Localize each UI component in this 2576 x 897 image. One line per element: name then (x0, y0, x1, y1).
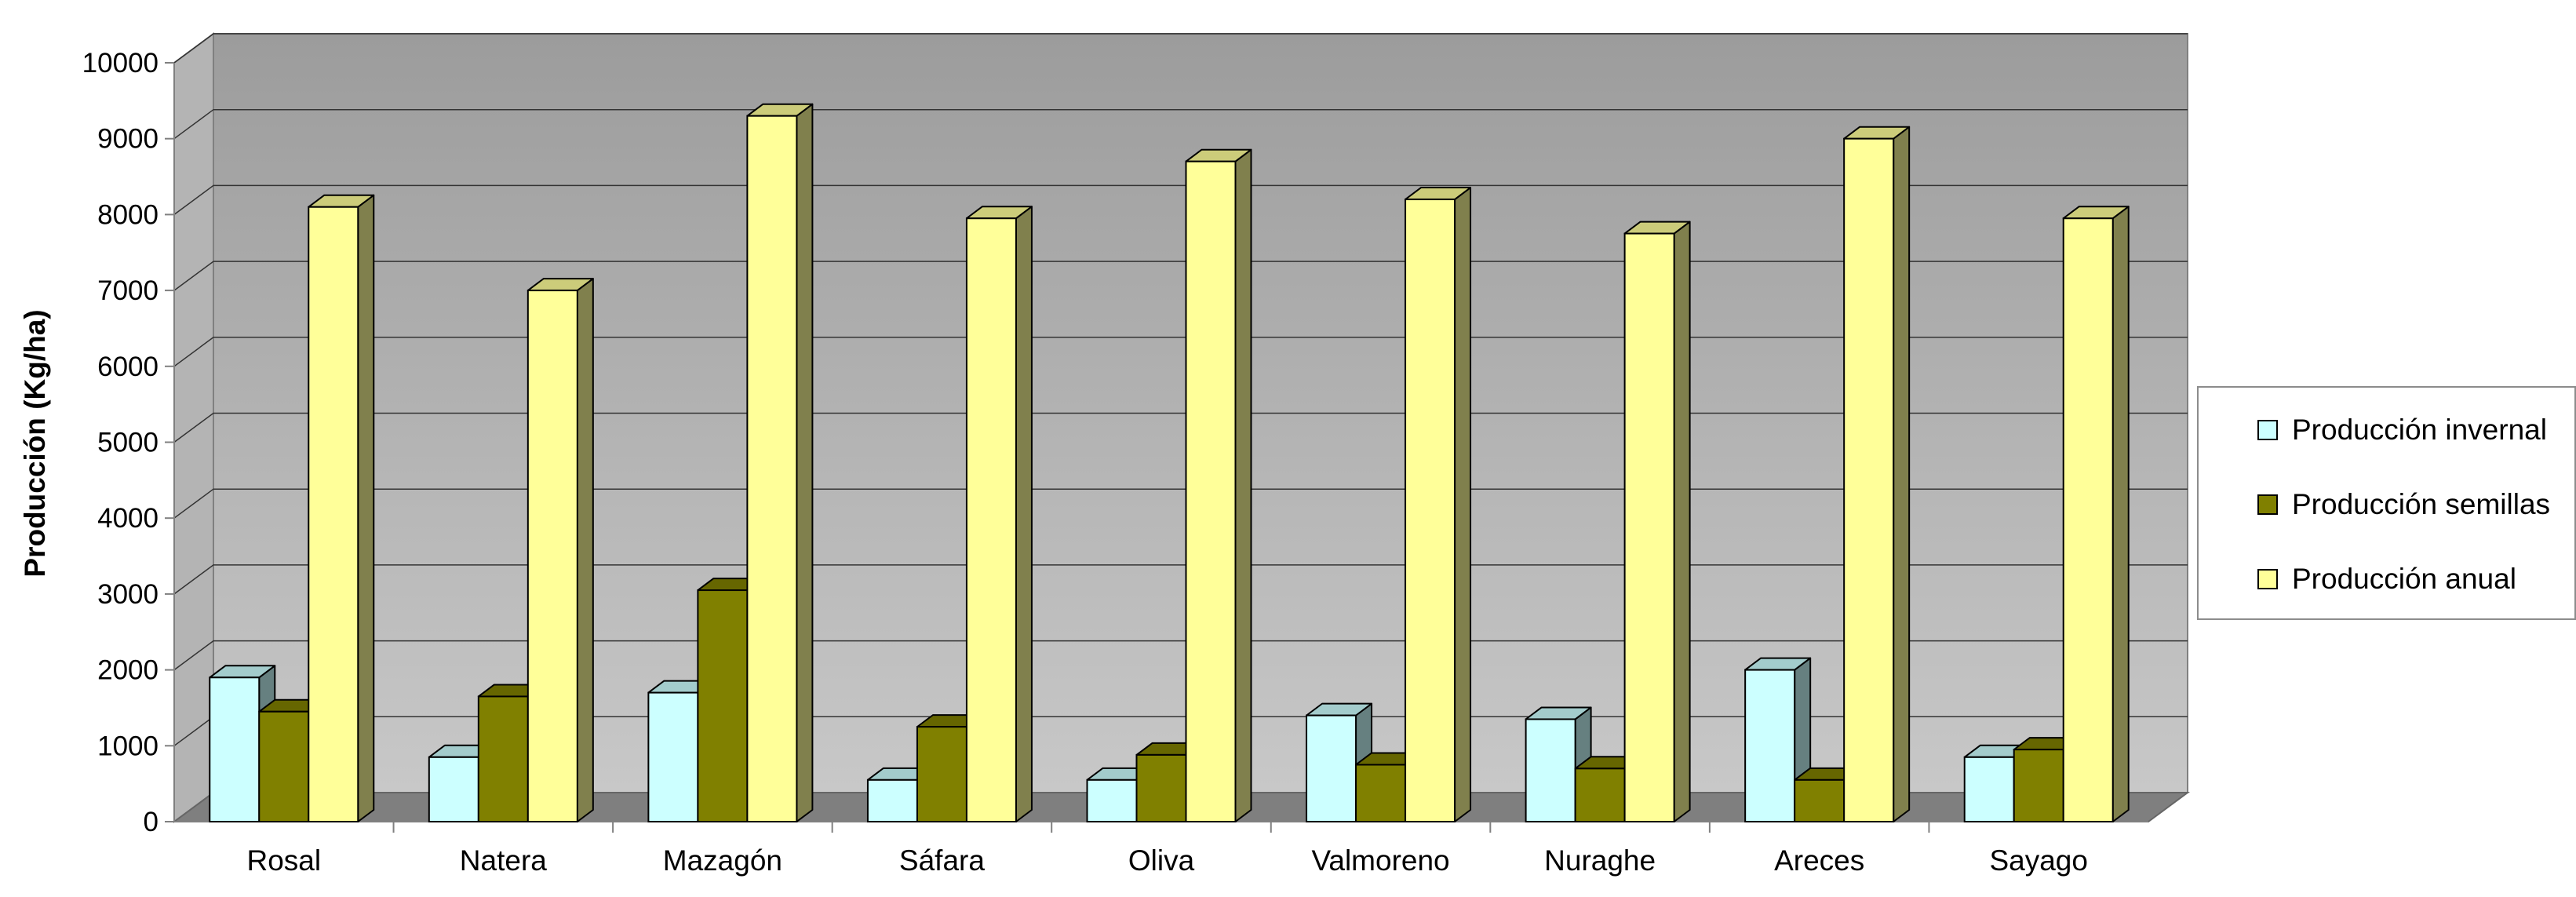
gridline (173, 412, 2188, 443)
legend-swatch (2257, 420, 2278, 440)
y-tick-label: 0 (144, 807, 158, 837)
gridline (173, 337, 2188, 367)
y-tick-label: 2000 (97, 655, 158, 686)
bar (308, 194, 375, 823)
legend: Producción invernal Producción semillas Pr… (2197, 386, 2576, 620)
y-tick-label: 5000 (97, 428, 158, 458)
y-tick-label: 9000 (97, 124, 158, 155)
y-tick-label: 8000 (97, 199, 158, 230)
category-label: Sayago (1989, 844, 2088, 877)
category-label: Valmoreno (1311, 844, 1449, 877)
legend-label: Producción invernal (2292, 414, 2547, 446)
legend-item: Producción anual (2257, 563, 2516, 595)
bar (1623, 221, 1691, 822)
y-tick-label: 1000 (97, 731, 158, 761)
category-label: Areces (1774, 844, 1864, 877)
gridline (173, 640, 2188, 671)
gridline (173, 488, 2188, 519)
y-tick-label: 7000 (97, 275, 158, 306)
category-label: Oliva (1128, 844, 1195, 877)
y-tick-label: 6000 (97, 352, 158, 382)
bar (526, 278, 594, 823)
category-label: Natera (460, 844, 547, 877)
category-label: Mazagón (663, 844, 782, 877)
bar (2062, 206, 2130, 822)
x-tick-labels: Rosal Natera Mazagón Sáfara Oliva Valmoreno Nu… (246, 844, 2087, 877)
bar (965, 206, 1033, 822)
y-tick-label: 10000 (82, 48, 158, 78)
y-tick-label: 3000 (97, 579, 158, 610)
bar (1843, 126, 1911, 822)
category-label: Rosal (246, 844, 321, 877)
gridline (173, 33, 2188, 64)
category-label: Sáfara (899, 844, 985, 877)
legend-label: Producción semillas (2292, 488, 2551, 520)
legend-label: Producción anual (2292, 563, 2516, 595)
gridline (173, 261, 2188, 291)
category-label: Nuraghe (1544, 844, 1656, 877)
legend-item: Producción invernal (2257, 414, 2547, 446)
legend-item: Producción semillas (2257, 488, 2551, 520)
legend-swatch (2257, 494, 2278, 515)
bar (746, 103, 814, 822)
legend-swatch (2257, 569, 2278, 589)
y-tick-label: 4000 (97, 503, 158, 534)
y-tick-labels: 0 1000 2000 3000 4000 5000 6000 7000 8000 9000 100… (82, 48, 158, 837)
bar (1405, 187, 1472, 822)
y-axis-label: Producción (Kg/ha) (19, 309, 51, 577)
gridline (173, 108, 2188, 140)
bars (209, 103, 2130, 823)
gridline (173, 564, 2188, 595)
gridline (173, 184, 2188, 216)
bar (1185, 148, 1252, 822)
